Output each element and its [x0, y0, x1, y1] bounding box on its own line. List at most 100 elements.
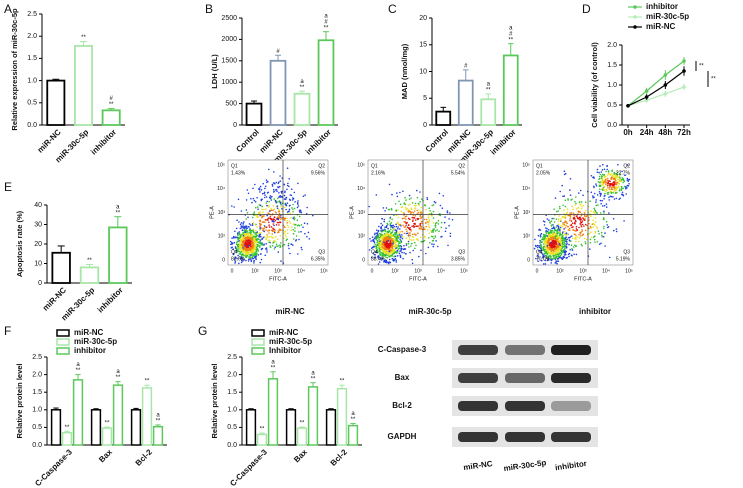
flow-dot: [594, 224, 596, 226]
flow-dot: [250, 245, 252, 248]
flow-dot: [605, 190, 607, 193]
flow-dot: [553, 221, 556, 223]
flow-dot: [542, 220, 545, 222]
flow-dot: [398, 235, 400, 238]
flow-dot: [280, 192, 283, 194]
flow-dot: [606, 189, 608, 191]
flow-dot: [273, 208, 276, 210]
flow-dot: [385, 207, 388, 209]
flow-dot: [546, 245, 549, 247]
flow-dot: [381, 234, 383, 237]
flow-dot: [276, 238, 279, 240]
flow-dot: [277, 251, 280, 253]
flow-dot: [424, 204, 427, 207]
flow-dot: [580, 203, 583, 205]
flow-dot: [387, 240, 390, 242]
flow-dot: [261, 208, 263, 211]
flow-dot: [539, 235, 542, 238]
flow-dot: [401, 235, 404, 238]
flow-dot: [542, 238, 545, 241]
flow-dot: [377, 263, 380, 265]
panel-letter: E: [4, 180, 12, 194]
flow-dot: [389, 228, 392, 231]
flow-dot: [245, 259, 247, 262]
flow-dot: [268, 224, 270, 226]
flow-dot: [266, 192, 269, 194]
flow-dot: [405, 244, 408, 246]
flow-dot: [557, 220, 560, 222]
flow-dot: [394, 257, 397, 260]
flow-dot: [399, 228, 401, 230]
flow-dot: [606, 168, 608, 171]
y-axis-label: Relative protein level: [210, 363, 219, 438]
flow-dot: [421, 198, 423, 200]
flow-dot: [580, 221, 582, 224]
flow-dot: [284, 234, 287, 236]
flow-dot: [562, 231, 564, 233]
flow-dot: [608, 256, 611, 259]
flow-dot: [622, 187, 624, 190]
flow-dot: [240, 222, 243, 224]
flow-dot: [235, 236, 237, 238]
flow-dot: [601, 178, 604, 181]
flow-dot: [279, 244, 281, 246]
flow-dot: [575, 202, 577, 205]
quadrant-name: Q1: [231, 163, 238, 169]
flow-dot: [250, 234, 252, 236]
flow-dot: [578, 226, 580, 229]
flow-dot: [380, 259, 383, 261]
flow-dot: [306, 206, 308, 209]
flow-dot: [297, 182, 299, 185]
flow-y-tick: 0: [527, 257, 530, 263]
flow-dot: [610, 195, 613, 198]
annotation: #: [276, 49, 280, 55]
flow-dot: [601, 183, 604, 185]
flow-dot: [585, 223, 587, 226]
flow-dot: [286, 222, 289, 224]
annotation: a: [76, 362, 80, 368]
flow-dot: [254, 201, 257, 203]
flow-dot: [555, 240, 557, 243]
flow-dot: [551, 224, 553, 226]
flow-dot: [423, 239, 426, 242]
flow-dot: [276, 207, 279, 209]
flow-dot: [254, 249, 256, 251]
quadrant-name: Q1: [371, 163, 378, 169]
flow-dot: [439, 214, 442, 217]
flow-dot: [263, 225, 266, 227]
flow-dot: [260, 199, 263, 202]
flow-dot: [397, 226, 399, 228]
flow-dot: [271, 183, 274, 186]
flow-dot: [568, 227, 571, 230]
flow-dot: [563, 223, 566, 226]
flow-dot: [265, 243, 268, 245]
flow-dot: [581, 223, 584, 226]
flow-dot: [401, 251, 403, 254]
flow-dot: [534, 238, 536, 241]
legend-label: miR-30c-5p: [74, 337, 117, 346]
flow-dot: [562, 204, 564, 207]
y-tick-label: 0.5: [607, 102, 617, 109]
flow-dot: [392, 233, 395, 236]
flow-dot: [376, 240, 379, 242]
flow-dot: [258, 211, 260, 214]
flow-dot: [564, 250, 567, 252]
flow-dot: [248, 237, 251, 239]
flow-dot: [556, 231, 558, 233]
flow-dot: [435, 240, 437, 242]
flow-dot: [448, 224, 450, 227]
flow-x-tick: 10⁴: [602, 268, 610, 274]
flow-dot: [230, 243, 232, 246]
flow-dot: [291, 226, 293, 229]
flow-dot: [239, 236, 242, 238]
flow-dot: [268, 226, 271, 228]
flow-dot: [230, 247, 233, 249]
flow-dot: [260, 253, 262, 255]
flow-dot: [383, 247, 385, 249]
flow-dot: [536, 246, 539, 249]
flow-dot: [427, 223, 430, 226]
flow-dot: [269, 246, 272, 248]
flow-dot: [263, 235, 266, 238]
flow-dot: [554, 229, 556, 232]
